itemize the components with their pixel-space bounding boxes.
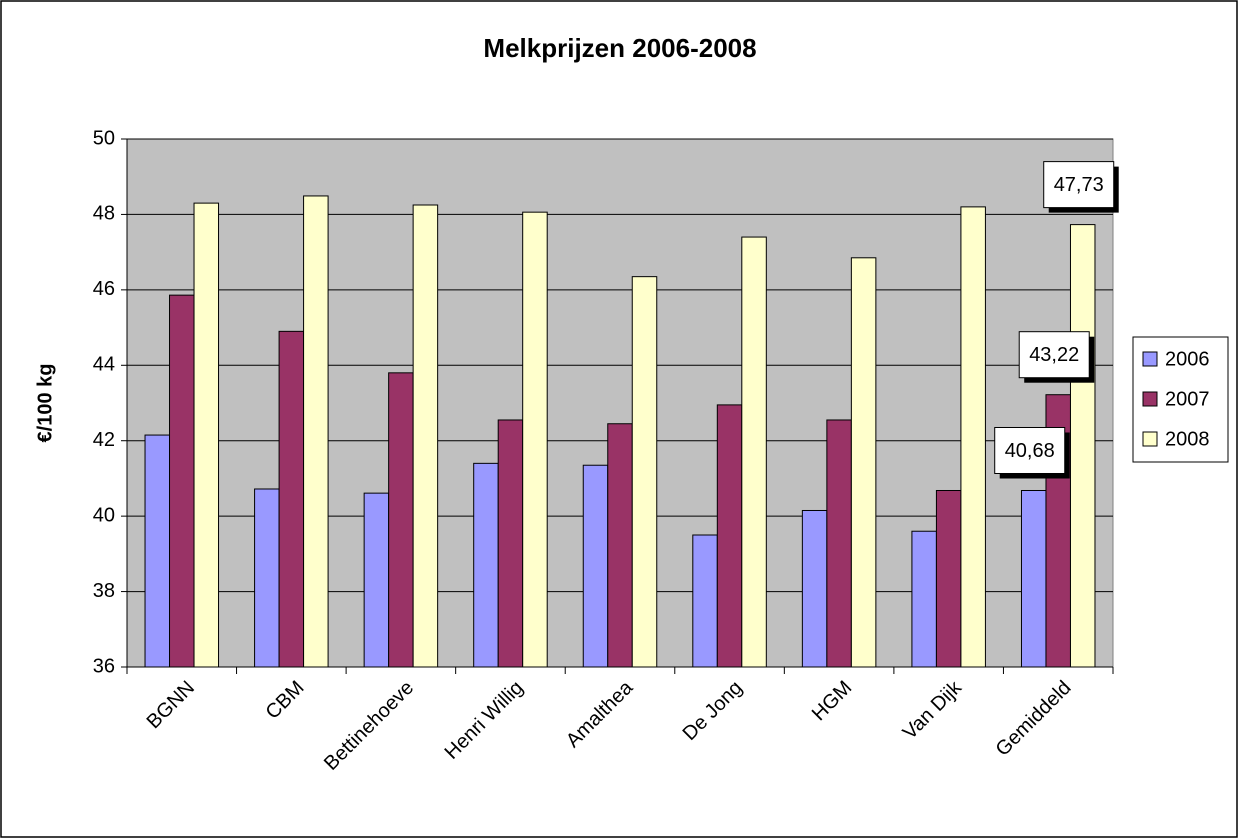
- bar: [473, 462, 499, 668]
- bar: [801, 509, 828, 668]
- y-axis-label: €/100 kg: [34, 364, 56, 443]
- bar: [850, 257, 877, 668]
- bar: [193, 202, 220, 668]
- legend-label: 2008: [1165, 428, 1210, 450]
- bar: [303, 195, 329, 668]
- bar: [363, 492, 390, 668]
- value-label: 40,68: [1005, 440, 1055, 462]
- value-label: 43,22: [1029, 344, 1079, 366]
- bar: [412, 204, 439, 668]
- legend-label: 2007: [1165, 388, 1210, 410]
- bar: [631, 276, 658, 668]
- bar: [1020, 489, 1047, 668]
- bar: [278, 330, 305, 668]
- bar: [254, 488, 280, 668]
- bar: [716, 404, 743, 668]
- bar: [497, 419, 524, 668]
- bar: [826, 419, 852, 668]
- legend-swatch: [1142, 431, 1158, 447]
- bar: [935, 489, 962, 668]
- legend-label: 2006: [1165, 348, 1210, 370]
- y-tick-label: 42: [93, 429, 115, 451]
- y-tick-label: 50: [93, 127, 115, 149]
- y-tick-label: 48: [93, 203, 115, 225]
- legend-swatch: [1142, 351, 1158, 367]
- y-tick-label: 36: [93, 655, 115, 677]
- bar: [522, 211, 548, 668]
- bar: [607, 423, 633, 668]
- label-box: [1018, 331, 1090, 379]
- bar: [911, 530, 937, 668]
- label-box: [1043, 161, 1115, 209]
- chart-title: Melkprijzen 2006-2008: [483, 33, 756, 63]
- bar: [169, 294, 195, 668]
- y-tick-label: 44: [93, 354, 115, 376]
- value-label: 47,73: [1054, 174, 1104, 196]
- bar: [582, 464, 609, 668]
- bar: [741, 236, 767, 668]
- y-tick-label: 38: [93, 580, 115, 602]
- y-tick-label: 40: [93, 504, 115, 526]
- y-tick-label: 46: [93, 278, 115, 300]
- bar: [144, 434, 171, 668]
- bar: [960, 206, 986, 668]
- bar: [1069, 224, 1096, 668]
- label-box: [994, 426, 1066, 474]
- bar: [388, 372, 414, 668]
- legend-swatch: [1142, 391, 1158, 407]
- bar: [692, 534, 718, 668]
